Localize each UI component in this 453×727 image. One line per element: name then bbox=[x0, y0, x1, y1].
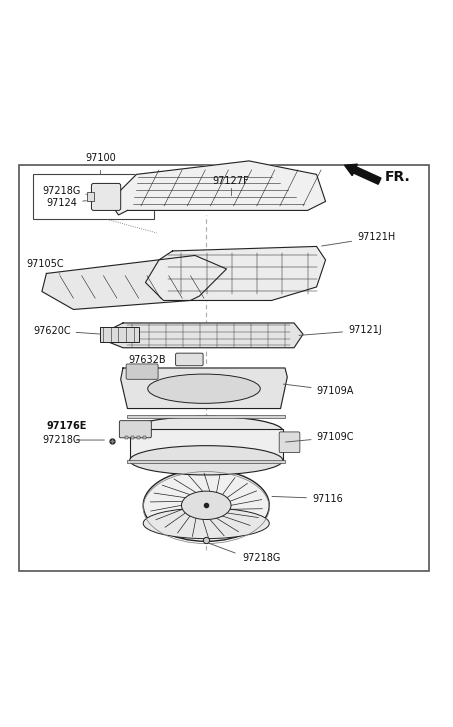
FancyBboxPatch shape bbox=[119, 421, 151, 438]
Text: 97109A: 97109A bbox=[283, 384, 354, 395]
Bar bbox=[127, 460, 285, 463]
Text: 97124: 97124 bbox=[46, 198, 87, 208]
Bar bbox=[125, 436, 128, 439]
Bar bbox=[137, 436, 140, 439]
FancyBboxPatch shape bbox=[92, 183, 120, 210]
Bar bbox=[87, 193, 94, 201]
Text: 97121H: 97121H bbox=[322, 233, 395, 246]
FancyBboxPatch shape bbox=[126, 364, 158, 379]
Text: FR.: FR. bbox=[385, 169, 410, 184]
Text: 97116: 97116 bbox=[272, 494, 343, 504]
Bar bbox=[130, 429, 283, 460]
Text: 97632B: 97632B bbox=[128, 356, 166, 366]
Polygon shape bbox=[101, 323, 303, 348]
Ellipse shape bbox=[130, 417, 283, 446]
Bar bbox=[33, 174, 154, 220]
Ellipse shape bbox=[148, 374, 260, 403]
Polygon shape bbox=[42, 255, 226, 310]
Ellipse shape bbox=[143, 470, 269, 542]
FancyBboxPatch shape bbox=[101, 326, 139, 342]
Ellipse shape bbox=[143, 508, 269, 539]
Ellipse shape bbox=[182, 491, 231, 520]
Text: 97109C: 97109C bbox=[285, 433, 354, 442]
Polygon shape bbox=[120, 368, 287, 409]
Text: 97176E: 97176E bbox=[47, 421, 87, 430]
FancyArrow shape bbox=[345, 164, 381, 184]
Bar bbox=[143, 436, 146, 439]
Bar bbox=[131, 436, 134, 439]
Polygon shape bbox=[110, 161, 326, 215]
FancyBboxPatch shape bbox=[279, 432, 300, 453]
Text: 97105C: 97105C bbox=[26, 260, 64, 274]
Text: 97620C: 97620C bbox=[33, 326, 100, 336]
Text: 97218G: 97218G bbox=[242, 553, 280, 563]
Text: 97100: 97100 bbox=[85, 153, 116, 163]
Text: 97218G: 97218G bbox=[42, 186, 87, 196]
Text: 97121J: 97121J bbox=[299, 325, 382, 335]
Polygon shape bbox=[145, 246, 326, 300]
Text: 97127F: 97127F bbox=[213, 176, 249, 185]
Text: 97218G: 97218G bbox=[42, 435, 80, 445]
Bar bbox=[127, 415, 285, 419]
FancyBboxPatch shape bbox=[176, 353, 203, 366]
Ellipse shape bbox=[130, 446, 283, 475]
